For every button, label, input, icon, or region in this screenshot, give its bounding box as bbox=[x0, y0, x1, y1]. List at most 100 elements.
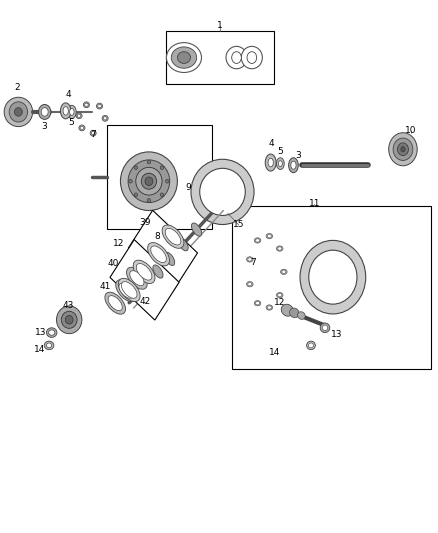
Ellipse shape bbox=[307, 341, 315, 350]
Text: 14: 14 bbox=[34, 345, 45, 353]
Ellipse shape bbox=[57, 306, 82, 334]
Ellipse shape bbox=[300, 240, 366, 314]
Bar bbox=[107, 125, 212, 229]
Ellipse shape bbox=[247, 281, 253, 287]
Ellipse shape bbox=[70, 109, 74, 116]
Ellipse shape bbox=[297, 312, 305, 319]
Ellipse shape bbox=[248, 282, 252, 286]
Ellipse shape bbox=[134, 193, 138, 197]
Ellipse shape bbox=[61, 311, 77, 328]
Ellipse shape bbox=[153, 265, 163, 278]
Ellipse shape bbox=[401, 147, 405, 152]
Ellipse shape bbox=[118, 278, 140, 302]
Ellipse shape bbox=[241, 46, 262, 69]
Text: 1: 1 bbox=[217, 21, 223, 30]
Ellipse shape bbox=[178, 238, 188, 251]
Ellipse shape bbox=[268, 158, 273, 167]
Text: 41: 41 bbox=[99, 282, 111, 291]
Text: 13: 13 bbox=[331, 330, 342, 339]
Ellipse shape bbox=[80, 126, 84, 130]
Ellipse shape bbox=[92, 132, 95, 135]
Ellipse shape bbox=[255, 302, 259, 305]
Ellipse shape bbox=[79, 125, 85, 131]
Ellipse shape bbox=[309, 250, 357, 304]
Text: 7: 7 bbox=[90, 130, 96, 139]
Ellipse shape bbox=[136, 263, 152, 280]
Text: 43: 43 bbox=[62, 301, 74, 310]
Text: 5: 5 bbox=[277, 148, 283, 156]
Ellipse shape bbox=[248, 258, 252, 261]
Text: 3: 3 bbox=[41, 123, 47, 131]
Ellipse shape bbox=[90, 130, 96, 136]
Ellipse shape bbox=[282, 270, 286, 273]
Ellipse shape bbox=[46, 328, 57, 337]
Text: 2: 2 bbox=[15, 84, 20, 92]
Text: 5: 5 bbox=[68, 118, 74, 127]
Ellipse shape bbox=[255, 239, 259, 242]
Ellipse shape bbox=[83, 102, 89, 108]
Text: 10: 10 bbox=[405, 126, 417, 135]
Ellipse shape bbox=[108, 296, 122, 311]
Text: 3: 3 bbox=[295, 151, 301, 160]
Ellipse shape bbox=[191, 223, 201, 236]
Ellipse shape bbox=[67, 106, 76, 119]
Ellipse shape bbox=[65, 316, 73, 324]
Text: 15: 15 bbox=[233, 221, 244, 229]
Text: 9: 9 bbox=[185, 183, 191, 192]
Ellipse shape bbox=[121, 281, 137, 298]
Ellipse shape bbox=[308, 343, 313, 348]
Text: 40: 40 bbox=[107, 260, 119, 268]
Ellipse shape bbox=[177, 52, 191, 63]
Ellipse shape bbox=[96, 103, 102, 109]
Text: 14: 14 bbox=[269, 349, 281, 357]
Ellipse shape bbox=[276, 246, 283, 251]
Ellipse shape bbox=[278, 247, 282, 250]
Ellipse shape bbox=[254, 301, 261, 306]
Ellipse shape bbox=[276, 158, 284, 169]
Ellipse shape bbox=[14, 108, 22, 116]
Ellipse shape bbox=[247, 52, 257, 63]
Text: 7: 7 bbox=[250, 258, 256, 266]
Ellipse shape bbox=[289, 158, 298, 173]
Ellipse shape bbox=[76, 113, 82, 119]
Text: 39: 39 bbox=[140, 219, 151, 227]
Ellipse shape bbox=[165, 252, 175, 265]
Text: 4: 4 bbox=[66, 90, 71, 99]
Text: 12: 12 bbox=[113, 239, 125, 248]
Text: 4: 4 bbox=[269, 140, 274, 148]
Text: 8: 8 bbox=[155, 232, 161, 240]
Ellipse shape bbox=[166, 43, 201, 72]
Ellipse shape bbox=[147, 160, 151, 164]
Ellipse shape bbox=[147, 199, 151, 203]
Ellipse shape bbox=[389, 133, 417, 166]
Ellipse shape bbox=[266, 233, 272, 239]
Text: 12: 12 bbox=[274, 298, 285, 307]
Ellipse shape bbox=[130, 271, 144, 286]
Ellipse shape bbox=[280, 269, 287, 274]
Ellipse shape bbox=[254, 238, 261, 243]
Ellipse shape bbox=[134, 166, 138, 169]
Ellipse shape bbox=[116, 280, 136, 302]
Ellipse shape bbox=[119, 283, 133, 298]
Ellipse shape bbox=[9, 102, 28, 122]
Text: 42: 42 bbox=[140, 297, 151, 306]
Ellipse shape bbox=[267, 235, 271, 238]
Ellipse shape bbox=[105, 292, 126, 314]
Ellipse shape bbox=[44, 341, 54, 350]
Ellipse shape bbox=[98, 104, 101, 108]
Ellipse shape bbox=[127, 267, 147, 289]
Ellipse shape bbox=[232, 52, 241, 63]
Polygon shape bbox=[110, 240, 179, 320]
Text: 13: 13 bbox=[35, 328, 46, 337]
Ellipse shape bbox=[398, 143, 409, 156]
Ellipse shape bbox=[276, 293, 283, 298]
Ellipse shape bbox=[281, 304, 293, 316]
Ellipse shape bbox=[136, 167, 162, 195]
Ellipse shape bbox=[171, 47, 197, 68]
Ellipse shape bbox=[133, 260, 155, 284]
Ellipse shape bbox=[102, 116, 108, 121]
Ellipse shape bbox=[267, 306, 271, 309]
Ellipse shape bbox=[393, 138, 413, 160]
Ellipse shape bbox=[151, 246, 166, 263]
Ellipse shape bbox=[265, 154, 276, 171]
